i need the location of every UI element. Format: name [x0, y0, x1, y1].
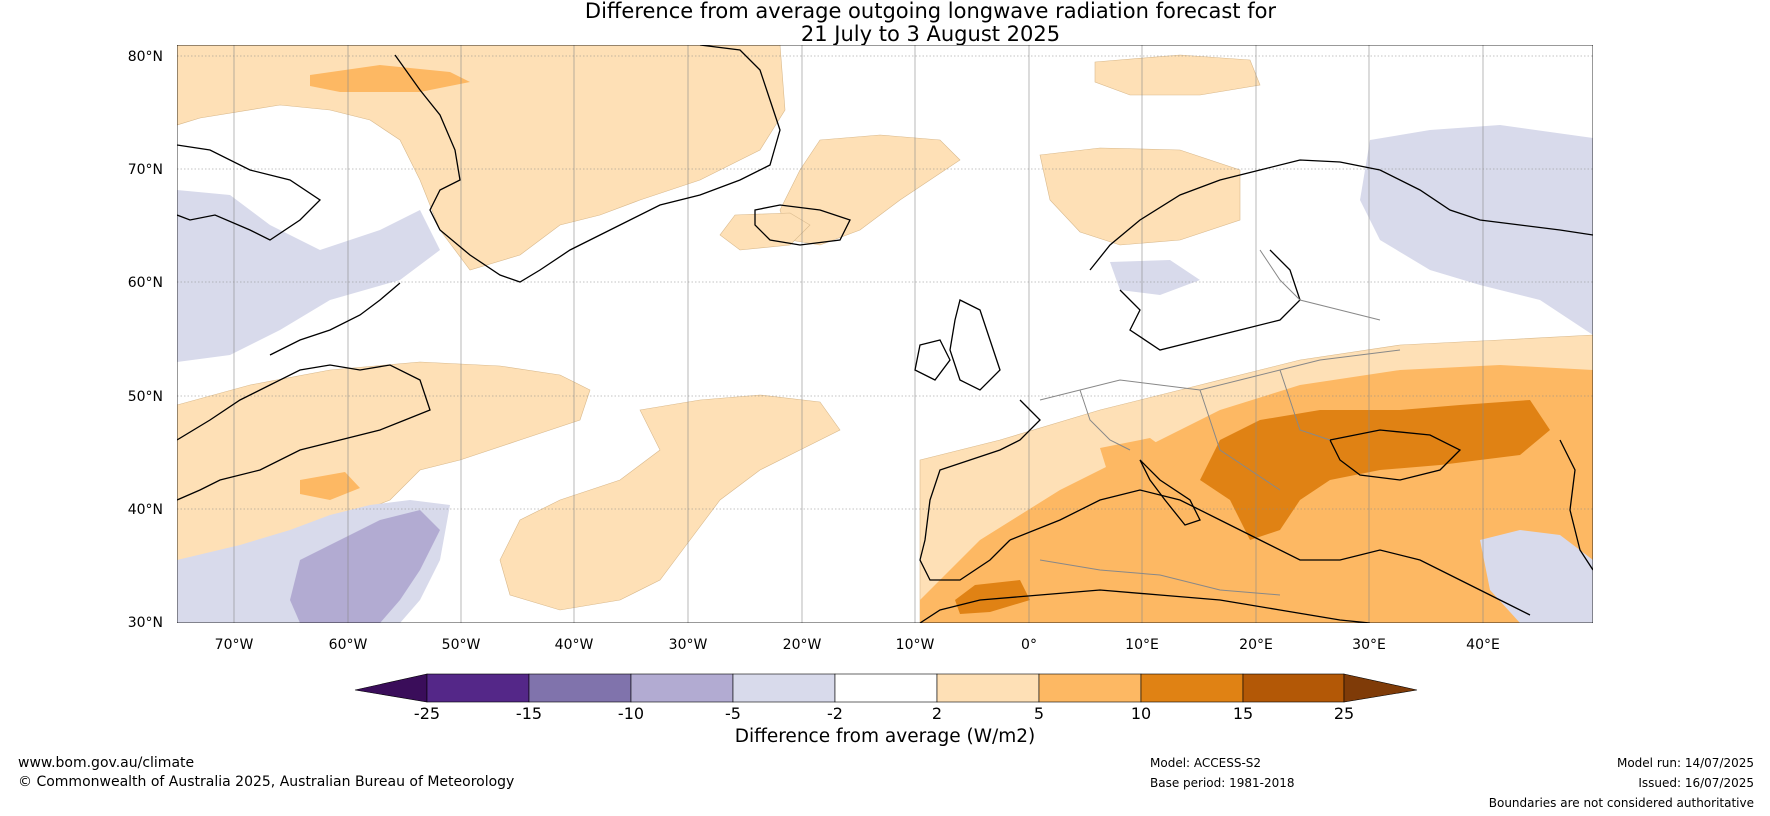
colorbar-segment [630, 673, 734, 703]
graticule [177, 45, 1593, 623]
website-text: www.bom.gov.au/climate [18, 755, 195, 771]
lon-label: 0° [1021, 637, 1037, 653]
lon-label: 10°W [896, 637, 935, 653]
colorbar-label: Difference from average (W/m2) [734, 726, 1036, 747]
eastern-europe-boundary [1279, 369, 1331, 441]
lat-label: 40°N [128, 502, 163, 518]
lat-label: 80°N [128, 49, 163, 65]
model-text: Model: ACCESS-S2 [1150, 756, 1262, 770]
lon-label: 40°E [1466, 637, 1500, 653]
colorbar-tick: -25 [414, 704, 440, 723]
iceland-coast [754, 204, 851, 246]
anomaly-10-to-15-regions [955, 400, 1550, 614]
mediterranean-coast [1009, 489, 1531, 616]
colorbar-tick: 5 [1034, 704, 1044, 723]
colorbar-tick: -10 [618, 704, 644, 723]
italy-coast [1139, 459, 1201, 526]
north-africa-dark-patch [955, 580, 1030, 614]
central-atlantic-positive-region [499, 394, 841, 611]
latitude-lines [177, 55, 1593, 510]
coastlines [177, 45, 1593, 623]
colorbar-tick: -15 [516, 704, 542, 723]
baltic-coast [1119, 249, 1301, 351]
lon-label: 10°E [1125, 637, 1159, 653]
atlantic-orange-patch [300, 472, 360, 500]
colorbar-segment [1242, 673, 1345, 703]
lon-label: 40°W [555, 637, 594, 653]
norway-sea-positive-region [1039, 147, 1241, 246]
lat-label: 30°N [128, 615, 163, 631]
colorbar-segment [834, 673, 938, 703]
newfoundland-coast [177, 364, 431, 501]
anomaly-minus10-to-minus5-regions [290, 510, 440, 623]
colorbar-tick: 25 [1334, 704, 1354, 723]
caspian-coast [1559, 439, 1593, 571]
lon-label: 50°W [442, 637, 481, 653]
colorbar-ticks: -25 -15 -10 -5 -2 2 5 10 15 25 [414, 704, 1354, 723]
colorbar-tick: 10 [1131, 704, 1151, 723]
balkans-black-sea-anomaly [1200, 400, 1550, 540]
lon-label: 20°E [1239, 637, 1273, 653]
longitude-lines [233, 45, 1484, 623]
iceland-positive-region [719, 212, 811, 251]
lon-label: 30°E [1352, 637, 1386, 653]
model-run-text: Model run: 14/07/2025 [1616, 756, 1754, 770]
adriatic-orange-patch [1100, 438, 1180, 490]
colorbar-tick: 2 [932, 704, 942, 723]
greenland-positive-region [177, 45, 786, 271]
disclaimer-text: Boundaries are not considered authoritat… [1488, 796, 1754, 810]
longitude-axis: 70°W 60°W 50°W 40°W 30°W 20°W 10°W 0° 10… [215, 637, 1500, 653]
lon-label: 30°W [669, 637, 708, 653]
lat-label: 70°N [128, 162, 163, 178]
colorbar-segment [732, 673, 836, 703]
colorbar-segment [528, 673, 632, 703]
lat-label: 60°N [128, 275, 163, 291]
colorbar-segment [1038, 673, 1142, 703]
barents-negative-region [1360, 125, 1593, 335]
balkans-boundary [1199, 389, 1281, 491]
north-africa-coast [919, 589, 1371, 623]
greenland-orange-patch [310, 65, 470, 92]
colorbar-segment [936, 673, 1040, 703]
map-title: Difference from average outgoing longwav… [0, 0, 1770, 46]
lat-label: 50°N [128, 389, 163, 405]
alps-boundary [1079, 389, 1131, 451]
colorbar-tick: -5 [725, 704, 741, 723]
svalbard-positive-region [1094, 54, 1261, 96]
labrador-coast [269, 282, 401, 356]
great-britain-coast [949, 299, 1001, 391]
colorbar-segment [1140, 673, 1244, 703]
scandinavia-negative-patch [1110, 260, 1200, 295]
latitude-axis: 80°N 70°N 60°N 50°N 40°N 30°N [128, 49, 163, 631]
lon-label: 60°W [329, 637, 368, 653]
copyright-text: © Commonwealth of Australia 2025, Austra… [18, 774, 515, 790]
iberia-coast [919, 399, 1041, 581]
colorbar-min-arrow [354, 673, 428, 703]
colorbar-segment [426, 673, 530, 703]
labrador-sea-negative-region [177, 190, 440, 362]
greenland-coast [394, 45, 781, 283]
issued-text: Issued: 16/07/2025 [1638, 776, 1754, 790]
country-boundaries [1039, 249, 1401, 596]
lon-label: 70°W [215, 637, 254, 653]
colorbar: -25 -15 -10 -5 -2 2 5 10 15 25 [354, 673, 1418, 723]
scandinavia-coast [1089, 159, 1593, 271]
map-area [177, 45, 1593, 623]
subtropical-atlantic-purple-patch [290, 510, 440, 623]
title-line-1: Difference from average outgoing longwav… [584, 0, 1277, 23]
central-europe-boundary [1039, 349, 1401, 401]
base-period-text: Base period: 1981-2018 [1150, 776, 1295, 790]
colorbar-max-arrow [1343, 673, 1418, 703]
lon-label: 20°W [783, 637, 822, 653]
ireland-coast [914, 339, 951, 381]
middle-east-negative-patch [1480, 530, 1593, 623]
black-sea-coast [1329, 429, 1462, 481]
baffin-coast [177, 144, 322, 241]
colorbar-tick: -2 [827, 704, 843, 723]
baltic-states-boundary [1259, 249, 1381, 321]
title-line-2: 21 July to 3 August 2025 [800, 22, 1061, 46]
colorbar-tick: 15 [1233, 704, 1253, 723]
africa-boundary [1039, 559, 1281, 596]
